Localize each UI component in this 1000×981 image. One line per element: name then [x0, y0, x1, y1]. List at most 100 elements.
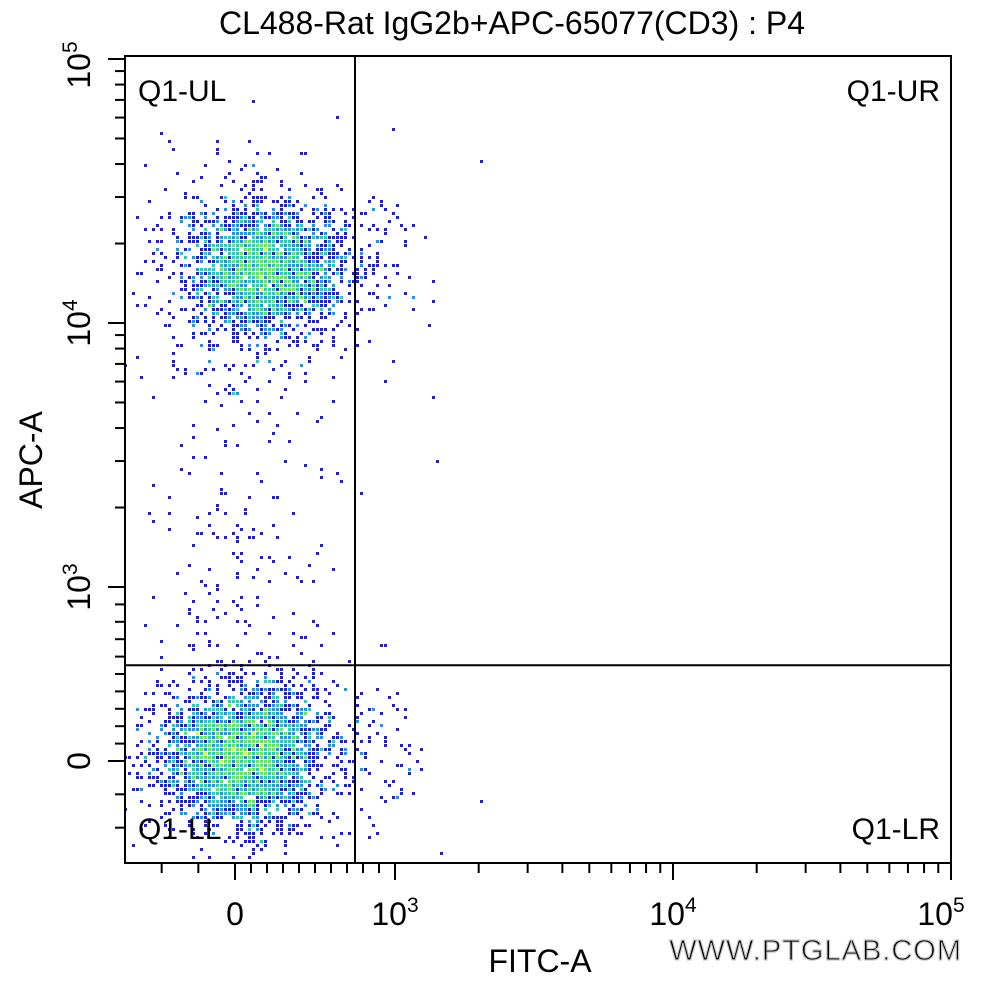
- event-dot: [228, 760, 231, 763]
- event-dot: [344, 224, 347, 227]
- event-dot: [188, 736, 191, 739]
- event-dot: [160, 804, 163, 807]
- event-dot: [272, 788, 275, 791]
- event-dot: [232, 240, 235, 243]
- x-axis-ticks: [160, 863, 952, 880]
- event-dot: [200, 200, 203, 203]
- event-dot: [160, 724, 163, 727]
- event-dot: [232, 712, 235, 715]
- event-dot: [260, 688, 263, 691]
- event-dot: [196, 516, 199, 519]
- event-dot: [232, 816, 235, 819]
- event-dot: [244, 236, 247, 239]
- event-dot: [324, 204, 327, 207]
- event-dot: [228, 784, 231, 787]
- event-dot: [240, 688, 243, 691]
- event-dot: [216, 536, 219, 539]
- event-dot: [184, 196, 187, 199]
- event-dot: [212, 764, 215, 767]
- event-dot: [240, 200, 243, 203]
- event-dot: [400, 764, 403, 767]
- event-dot: [188, 224, 191, 227]
- event-dot: [140, 740, 143, 743]
- event-dot: [240, 824, 243, 827]
- event-dot: [268, 236, 271, 239]
- event-dot: [228, 224, 231, 227]
- event-dot: [352, 740, 355, 743]
- event-dot: [220, 768, 223, 771]
- event-dot: [288, 808, 291, 811]
- event-dot: [188, 740, 191, 743]
- event-dot: [232, 716, 235, 719]
- event-dot: [200, 768, 203, 771]
- event-dot: [168, 784, 171, 787]
- event-dot: [228, 696, 231, 699]
- event-dot: [260, 276, 263, 279]
- event-dot: [364, 268, 367, 271]
- event-dot: [168, 732, 171, 735]
- event-dot: [168, 692, 171, 695]
- event-dot: [256, 284, 259, 287]
- event-dot: [216, 248, 219, 251]
- event-dot: [184, 748, 187, 751]
- event-dot: [276, 704, 279, 707]
- event-dot: [240, 744, 243, 747]
- x-tick-label: 0: [226, 896, 244, 932]
- event-dot: [236, 244, 239, 247]
- event-dot: [300, 244, 303, 247]
- event-dot: [280, 704, 283, 707]
- event-dot: [168, 496, 171, 499]
- event-dot: [196, 736, 199, 739]
- event-dot: [224, 224, 227, 227]
- event-dot: [272, 616, 275, 619]
- event-dot: [344, 316, 347, 319]
- event-dot: [304, 380, 307, 383]
- event-dot: [348, 792, 351, 795]
- event-dot: [196, 768, 199, 771]
- event-dot: [288, 212, 291, 215]
- event-dot: [288, 260, 291, 263]
- event-dot: [208, 728, 211, 731]
- event-dot: [240, 676, 243, 679]
- event-dot: [324, 280, 327, 283]
- event-dot: [256, 344, 259, 347]
- event-dot: [240, 732, 243, 735]
- event-dot: [316, 304, 319, 307]
- event-dot: [264, 216, 267, 219]
- event-dot: [252, 296, 255, 299]
- event-dot: [292, 676, 295, 679]
- event-dot: [332, 228, 335, 231]
- event-dot: [284, 284, 287, 287]
- event-dot: [276, 224, 279, 227]
- event-dot: [148, 512, 151, 515]
- event-dot: [288, 748, 291, 751]
- event-dot: [236, 392, 239, 395]
- event-dot: [264, 256, 267, 259]
- event-dot: [336, 816, 339, 819]
- event-dot: [276, 688, 279, 691]
- event-dot: [268, 776, 271, 779]
- event-dot: [304, 636, 307, 639]
- event-dot: [264, 308, 267, 311]
- event-dot: [288, 828, 291, 831]
- event-dot: [232, 768, 235, 771]
- event-dot: [232, 216, 235, 219]
- event-dot: [300, 364, 303, 367]
- event-dot: [224, 512, 227, 515]
- event-dot: [220, 728, 223, 731]
- event-dot: [364, 756, 367, 759]
- event-dot: [288, 772, 291, 775]
- event-dot: [224, 200, 227, 203]
- event-dot: [240, 272, 243, 275]
- event-dot: [200, 740, 203, 743]
- event-dot: [184, 776, 187, 779]
- event-dot: [204, 796, 207, 799]
- event-dot: [384, 744, 387, 747]
- event-dot: [296, 324, 299, 327]
- event-dot: [168, 800, 171, 803]
- event-dot: [192, 224, 195, 227]
- event-dot: [248, 788, 251, 791]
- event-dot: [236, 604, 239, 607]
- event-dot: [180, 264, 183, 267]
- event-dot: [208, 736, 211, 739]
